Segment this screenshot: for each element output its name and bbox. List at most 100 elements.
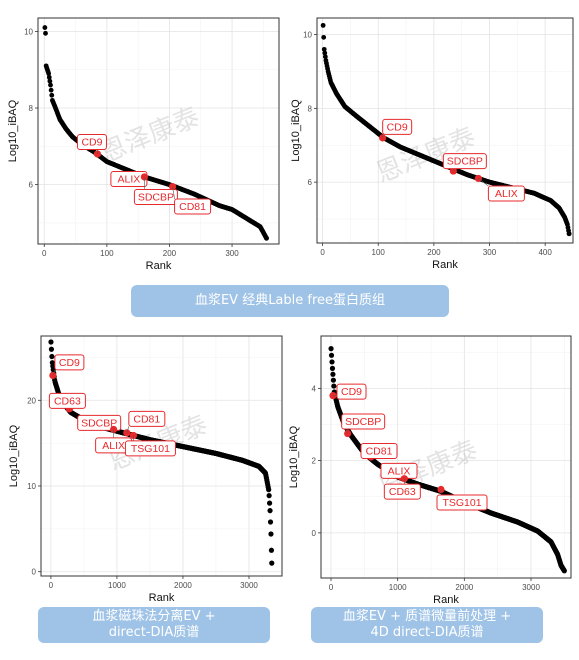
protein-label: CD9 xyxy=(387,121,408,133)
chart-panel-3: 恩泽康泰010002000300001020RankLog10_iBAQCD9C… xyxy=(0,320,290,604)
label-connector xyxy=(172,186,175,200)
y-axis-label: Log10_iBAQ xyxy=(8,424,20,487)
data-point xyxy=(331,383,337,389)
x-tick-label: 200 xyxy=(163,249,177,258)
x-tick-label: 2000 xyxy=(455,583,473,592)
highlight-group: CD9 SDCBP CD81 ALIX CD63 TSG101 xyxy=(329,383,488,511)
banner-4d-dia: 血浆EV + 质谱微量前处理 + 4D direct-DIA质谱 xyxy=(311,607,543,643)
protein-label: CD9 xyxy=(341,386,362,398)
protein-label: CD81 xyxy=(179,201,206,213)
y-axis-label: Log10_iBAQ xyxy=(289,425,300,488)
data-point xyxy=(48,339,54,345)
highlight-point xyxy=(123,429,131,437)
label-box xyxy=(128,410,166,427)
data-point xyxy=(266,493,272,499)
chart-1-svg: 恩泽康泰 0 100 200 300 6 8 10 Rank Log10_iBAQ CD9 ALIX S… xyxy=(7,17,280,272)
data-point xyxy=(561,568,567,574)
protein-label: SDCBP xyxy=(447,156,483,168)
data-point xyxy=(321,46,327,52)
data-point xyxy=(320,22,326,28)
protein-label: ALIX xyxy=(102,440,125,452)
chart-3-svg: 恩泽康泰010002000300001020RankLog10_iBAQCD9C… xyxy=(8,335,283,604)
label-box xyxy=(77,414,122,431)
y-tick-label: 8 xyxy=(29,104,34,113)
label-box xyxy=(341,413,386,430)
x-axis-label: Rank xyxy=(149,592,175,604)
highlight-point xyxy=(474,174,482,183)
protein-label: ALIX xyxy=(495,188,518,200)
label-box xyxy=(436,494,488,511)
plot-border xyxy=(37,17,280,245)
label-box xyxy=(442,153,487,170)
y-tick-label: 10 xyxy=(303,31,312,40)
chart-panel-1: 恩泽康泰 0 100 200 300 6 8 10 Rank Log10_iBAQ CD9 ALIX S… xyxy=(0,0,290,282)
y-axis-label: Log10_iBAQ xyxy=(7,99,19,162)
label-box xyxy=(487,185,525,202)
y-tick-label: 0 xyxy=(312,529,317,538)
highlight-point xyxy=(344,429,352,438)
y-tick-label: 10 xyxy=(27,482,36,491)
highlight-group: CD9 SDCBP ALIX xyxy=(379,118,525,202)
protein-label: SDCBP xyxy=(138,191,174,203)
data-point xyxy=(268,547,275,553)
protein-label: CD63 xyxy=(54,395,81,407)
data-point xyxy=(48,346,55,352)
data-point xyxy=(322,50,328,56)
x-tick-label: 0 xyxy=(320,248,325,257)
data-point xyxy=(322,54,328,60)
data-point xyxy=(321,34,327,40)
label-box xyxy=(76,133,107,150)
protein-label: ALIX xyxy=(118,174,141,186)
plot-border xyxy=(40,335,283,577)
highlight-point xyxy=(437,485,445,494)
data-point xyxy=(48,82,53,88)
highlight-group: CD9 ALIX SDCBP CD81 xyxy=(76,133,212,215)
x-axis-label: Rank xyxy=(146,260,172,272)
data-point xyxy=(267,519,274,525)
x-tick-label: 300 xyxy=(483,248,497,257)
banner-label-free: 血浆EV 经典Lable free蛋白质组 xyxy=(131,285,449,317)
label-connector xyxy=(52,369,56,376)
data-point xyxy=(48,87,54,93)
protein-label: ALIX xyxy=(388,465,411,477)
data-point xyxy=(266,500,273,506)
protein-label: CD63 xyxy=(389,486,416,498)
data-point xyxy=(329,365,336,371)
plot-border xyxy=(320,335,572,579)
x-axis-label: Rank xyxy=(432,259,458,271)
label-box xyxy=(124,440,176,457)
y-tick-label: 4 xyxy=(312,384,317,393)
highlight-point xyxy=(49,371,57,380)
y-tick-label: 2 xyxy=(312,457,317,466)
x-tick-label: 1000 xyxy=(108,581,126,590)
label-box xyxy=(133,188,178,205)
y-tick-label: 8 xyxy=(308,104,313,113)
y-tick-label: 6 xyxy=(29,181,34,190)
y-tick-label: 0 xyxy=(32,568,37,577)
data-point xyxy=(330,371,336,377)
x-tick-label: 3000 xyxy=(522,583,540,592)
protein-label: CD9 xyxy=(81,136,102,148)
y-axis-label: Log10_iBAQ xyxy=(290,99,302,162)
data-point xyxy=(328,352,335,358)
x-tick-label: 0 xyxy=(329,583,334,592)
label-box xyxy=(382,118,413,135)
plot-border xyxy=(316,17,574,244)
data-point xyxy=(267,508,273,514)
x-tick-label: 300 xyxy=(225,249,239,258)
x-tick-label: 3000 xyxy=(240,581,258,590)
x-tick-label: 0 xyxy=(42,249,47,258)
label-connector xyxy=(478,178,489,187)
protein-label: TSG101 xyxy=(442,497,481,509)
gridlines xyxy=(321,336,571,578)
banner-magnetic-bead: 血浆磁珠法分离EV + direct-DIA质谱 xyxy=(38,607,270,643)
data-point xyxy=(264,235,269,241)
protein-label: CD81 xyxy=(366,446,393,458)
x-tick-label: 100 xyxy=(372,248,386,257)
x-tick-label: 0 xyxy=(49,581,54,590)
data-point xyxy=(49,353,55,360)
y-tick-label: 10 xyxy=(24,27,33,36)
data-point xyxy=(269,560,275,566)
